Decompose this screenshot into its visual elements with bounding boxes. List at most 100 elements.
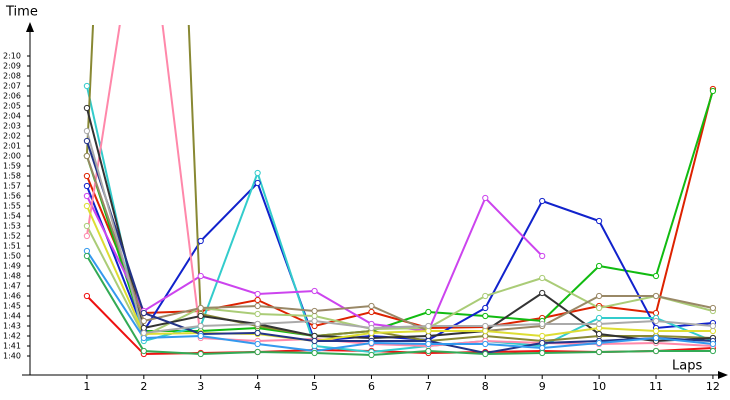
y-tick-label: 1:56 xyxy=(3,192,21,201)
y-tick-label: 1:44 xyxy=(3,312,21,321)
data-point xyxy=(539,344,546,352)
series-line xyxy=(85,107,713,343)
data-point xyxy=(652,347,660,355)
data-point xyxy=(652,292,660,300)
x-tick-label: 4 xyxy=(254,380,261,393)
data-point xyxy=(83,127,91,135)
data-point xyxy=(254,296,261,304)
data-point xyxy=(254,169,261,177)
series-line xyxy=(85,90,714,338)
data-point xyxy=(140,329,147,337)
y-tick-label: 1:49 xyxy=(3,262,21,271)
y-tick-label: 1:48 xyxy=(3,272,21,281)
data-point xyxy=(83,137,91,145)
y-tick-label: 2:10 xyxy=(3,52,21,61)
data-point xyxy=(709,327,717,335)
x-tick-label: 11 xyxy=(649,380,663,393)
data-point xyxy=(596,217,603,225)
data-point xyxy=(311,307,318,315)
x-tick-label: 7 xyxy=(425,380,432,393)
data-point xyxy=(368,329,375,337)
data-point xyxy=(652,327,660,335)
y-tick-label: 1:58 xyxy=(3,172,21,181)
data-point xyxy=(83,82,91,90)
data-point xyxy=(482,312,489,320)
data-point xyxy=(311,342,318,350)
y-tick-label: 1:57 xyxy=(3,182,21,191)
data-point xyxy=(482,327,489,335)
y-tick-label: 2:08 xyxy=(3,72,21,81)
data-point xyxy=(83,152,91,160)
data-point xyxy=(368,302,375,310)
data-point xyxy=(709,87,717,95)
data-point xyxy=(539,349,546,357)
data-point xyxy=(482,322,489,330)
data-point xyxy=(197,332,204,340)
data-point xyxy=(140,334,147,342)
data-point xyxy=(83,192,91,200)
series-line xyxy=(85,205,713,343)
data-point xyxy=(311,322,318,330)
series-line xyxy=(85,25,713,348)
y-tick-label: 1:59 xyxy=(3,162,21,171)
data-point xyxy=(254,179,261,187)
y-tick-label: 2:00 xyxy=(3,152,21,161)
data-point xyxy=(596,320,603,328)
y-axis-arrow xyxy=(26,22,34,32)
data-point xyxy=(140,324,147,332)
data-point xyxy=(596,330,603,338)
x-tick-label: 5 xyxy=(311,380,318,393)
data-point xyxy=(197,312,204,320)
data-point xyxy=(311,317,318,325)
x-tick-label: 10 xyxy=(592,380,606,393)
data-point xyxy=(652,309,660,317)
data-point xyxy=(652,317,660,325)
y-tick-label: 1:45 xyxy=(3,302,21,311)
data-point xyxy=(83,252,91,260)
data-point xyxy=(83,104,91,112)
series-line xyxy=(85,130,713,335)
data-point xyxy=(596,348,603,356)
data-point xyxy=(83,232,91,240)
data-point xyxy=(539,274,546,282)
y-axis-label: Time xyxy=(5,5,38,20)
y-tick-label: 2:07 xyxy=(3,82,21,91)
data-point xyxy=(652,334,660,342)
x-tick-label: 12 xyxy=(706,380,720,393)
data-point xyxy=(596,304,603,312)
data-point xyxy=(539,320,546,328)
data-point xyxy=(482,292,489,300)
data-point xyxy=(482,194,489,202)
data-point xyxy=(596,339,603,347)
data-point xyxy=(311,337,318,345)
data-point xyxy=(197,237,204,245)
y-tick-label: 2:05 xyxy=(3,102,21,111)
data-point xyxy=(140,347,147,355)
y-tick-label: 1:54 xyxy=(3,212,21,221)
data-point xyxy=(425,340,432,348)
data-point xyxy=(311,287,318,295)
y-tick-label: 1:50 xyxy=(3,252,21,261)
data-point xyxy=(83,182,91,190)
data-point xyxy=(254,340,261,348)
data-point xyxy=(140,309,147,317)
data-point xyxy=(197,350,204,358)
data-point xyxy=(482,350,489,358)
data-point xyxy=(539,339,546,347)
data-point xyxy=(425,327,432,335)
series-line xyxy=(85,140,713,355)
plot-area xyxy=(83,25,717,359)
x-axis-arrow xyxy=(718,371,728,379)
data-point xyxy=(596,292,603,300)
y-tick-label: 1:41 xyxy=(3,342,21,351)
x-tick-label: 1 xyxy=(83,380,90,393)
data-point xyxy=(425,322,432,330)
data-point xyxy=(596,262,603,270)
y-tick-label: 1:43 xyxy=(3,322,21,331)
data-point xyxy=(254,310,261,318)
y-tick-label: 1:53 xyxy=(3,222,21,231)
data-point xyxy=(482,304,489,312)
data-point xyxy=(425,347,432,355)
data-point xyxy=(482,340,489,348)
x-tick-label: 9 xyxy=(539,380,546,393)
